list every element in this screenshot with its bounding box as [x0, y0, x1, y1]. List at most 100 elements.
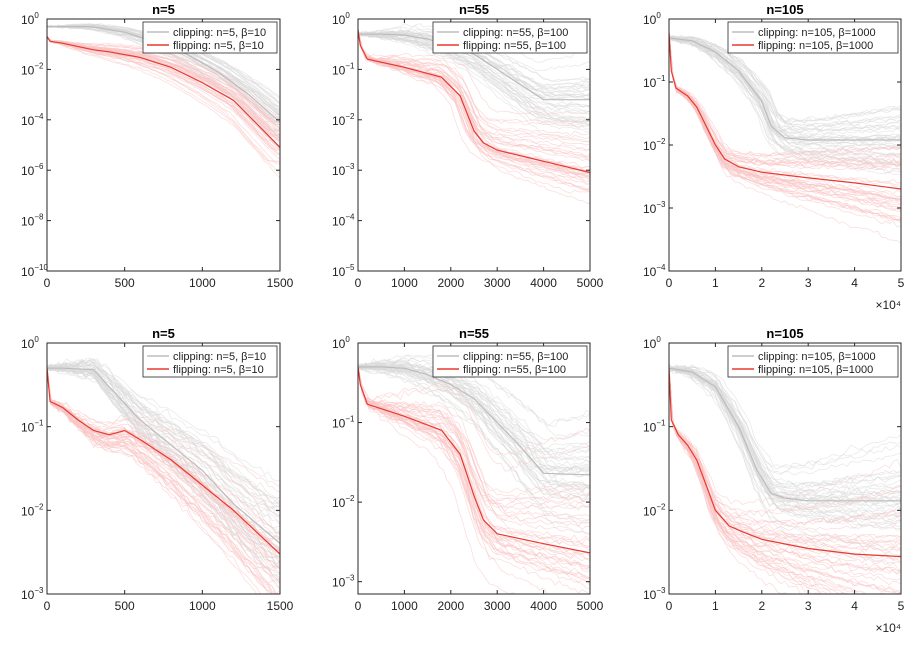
sample-run: [358, 367, 590, 517]
sample-run: [47, 366, 280, 552]
axes-box: [668, 342, 902, 595]
sample-run: [47, 359, 280, 512]
subplot-3: 0 1 2 3 4 5 ×10⁴ 10−4 10−3 10−2 10−1 100 n=105 clippi…: [643, 2, 905, 312]
sample-run: [47, 364, 280, 570]
sample-run: [669, 372, 901, 594]
x-tick-label: 4000: [530, 276, 557, 290]
y-tick-label: 100: [332, 335, 350, 351]
plot-area: [47, 357, 280, 594]
legend-entry: flipping: n=55, β=100: [463, 40, 566, 52]
y-tick-label: 10−2: [332, 494, 355, 510]
sample-run: [358, 363, 590, 488]
y-tick-label: 10−1: [21, 419, 44, 435]
sample-run: [47, 367, 280, 556]
sample-run: [669, 36, 901, 127]
sample-run: [358, 30, 590, 176]
sample-run: [358, 370, 590, 498]
sample-run: [669, 32, 901, 186]
sample-run: [358, 365, 590, 488]
legend-entry: flipping: n=55, β=100: [463, 364, 566, 376]
x-tick-label: 1500: [267, 276, 294, 290]
x-tick-label: 1000: [391, 599, 418, 613]
x-tick-label: 4: [851, 599, 858, 613]
sample-run: [358, 363, 590, 467]
sample-run: [669, 32, 901, 201]
y-tick-label: 10−2: [21, 502, 44, 518]
series-line-flipping: [47, 36, 280, 148]
subplot-title: n=55: [459, 2, 489, 17]
series-line-flipping: [358, 366, 590, 554]
axes-box: [357, 18, 591, 272]
subplot-title: n=5: [152, 326, 175, 341]
x-tick-label: 5000: [577, 599, 604, 613]
x-tick-label: 0: [666, 599, 673, 613]
x-tick-label: 0: [355, 599, 362, 613]
x-tick-label: 5: [898, 599, 905, 613]
x-tick-label: 500: [115, 599, 135, 613]
x-tick-label: 500: [115, 276, 135, 290]
sample-run: [358, 360, 590, 456]
sample-run: [669, 367, 901, 488]
sample-run: [669, 368, 901, 594]
sample-run: [669, 367, 901, 581]
subplot-title: n=5: [152, 2, 175, 17]
sample-run: [669, 370, 901, 594]
x-tick-label: 1000: [189, 599, 216, 613]
subplot-title: n=105: [766, 2, 803, 17]
y-tick-label: 10−1: [643, 74, 666, 90]
sample-run: [358, 368, 590, 544]
plot-area: [669, 30, 901, 244]
sample-run: [358, 31, 590, 146]
subplot-1: 0 500 1000 1500 10−10 10−8 10−6 10−4 10−2 100 n=5 c…: [21, 2, 294, 290]
x-tick-label: 4: [851, 276, 858, 290]
y-tick-label: 10−6: [21, 162, 44, 178]
y-tick-label: 10−2: [21, 61, 44, 77]
sample-run: [669, 365, 901, 468]
sample-run: [358, 365, 590, 497]
legend-entry: clipping: n=55, β=100: [463, 351, 568, 363]
x-tick-label: 1: [712, 599, 719, 613]
series-line-clipping: [358, 366, 590, 476]
sample-run: [47, 360, 280, 508]
x-tick-label: 1000: [391, 276, 418, 290]
sample-run: [47, 36, 280, 163]
sample-run: [669, 368, 901, 549]
y-tick-label: 10−3: [332, 162, 355, 178]
subplot-2: 0 1000 2000 3000 4000 5000 10−5 10−4 10−3 10−2 10−…: [332, 2, 604, 290]
sample-run: [47, 368, 280, 534]
y-tick-label: 10−3: [643, 586, 666, 602]
sample-run: [669, 32, 901, 157]
legend-entry: flipping: n=5, β=10: [173, 364, 264, 376]
sample-run: [47, 366, 280, 493]
x-tick-label: 2: [758, 599, 765, 613]
x-multiplier: ×10⁴: [875, 621, 901, 635]
subplot-title: n=105: [766, 326, 803, 341]
y-tick-label: 10−10: [21, 263, 48, 279]
sample-run: [669, 365, 901, 594]
sample-run: [669, 36, 901, 170]
series-line-flipping: [669, 32, 901, 190]
sample-run: [47, 367, 280, 594]
sample-run: [358, 33, 590, 131]
legend-entry: flipping: n=105, β=1000: [758, 364, 873, 376]
x-tick-label: 3: [805, 599, 812, 613]
sample-run: [47, 366, 280, 574]
sample-run: [669, 366, 901, 497]
x-tick-label: 1500: [267, 599, 294, 613]
plot-area: [358, 353, 590, 594]
sample-run: [669, 366, 901, 541]
x-tick-label: 1000: [189, 276, 216, 290]
sample-run: [358, 30, 590, 140]
sample-run: [47, 369, 280, 538]
x-tick-label: 2000: [437, 599, 464, 613]
x-tick-label: 3000: [484, 276, 511, 290]
subplot-4: 0 500 1000 1500 10−3 10−2 10−1 100 n=5 clipping: …: [21, 326, 294, 613]
sample-run: [669, 368, 901, 547]
sample-run: [47, 363, 280, 559]
sample-run: [47, 366, 280, 590]
sample-run: [669, 363, 901, 532]
y-tick-label: 10−8: [21, 213, 44, 229]
y-tick-label: 10−4: [643, 263, 666, 279]
